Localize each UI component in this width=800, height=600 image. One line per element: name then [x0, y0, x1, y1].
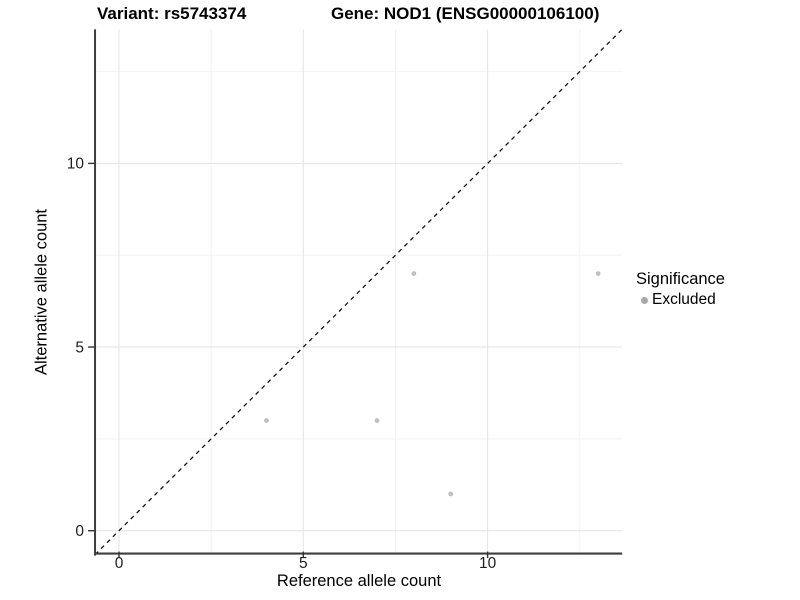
- axis-lines: [94, 29, 623, 556]
- tick-labels: 0 5 10 0 5 10: [67, 156, 497, 572]
- legend-title: Significance: [636, 270, 725, 288]
- data-point: [374, 418, 380, 423]
- x-tick-label: 10: [479, 555, 497, 572]
- tick-marks: [88, 162, 489, 559]
- excluded-point-icon: [641, 296, 648, 304]
- y-tick-label: 5: [75, 339, 84, 356]
- legend: Significance Excluded: [636, 270, 725, 309]
- identity-reference-line: [94, 28, 623, 556]
- grid-minor: [95, 29, 623, 555]
- y-tick-label: 10: [67, 156, 85, 173]
- legend-item-label: Excluded: [652, 291, 716, 308]
- data-points: [264, 271, 601, 497]
- x-axis-title: Reference allele count: [276, 572, 442, 590]
- y-tick-label: 0: [75, 523, 84, 540]
- data-point: [264, 418, 269, 423]
- legend-item-excluded: Excluded: [641, 291, 725, 309]
- data-point: [595, 271, 601, 276]
- y-axis-title-text: Alternative allele count: [32, 208, 51, 376]
- x-tick-label: 0: [115, 555, 124, 572]
- plot-title-gene: Gene: NOD1 (ENSG00000106100): [331, 4, 600, 23]
- x-tick-label: 5: [299, 555, 308, 572]
- data-point: [448, 491, 454, 497]
- plot-title-variant: Variant: rs5743374: [97, 4, 247, 23]
- grid-major: [95, 29, 623, 555]
- data-point: [411, 271, 417, 276]
